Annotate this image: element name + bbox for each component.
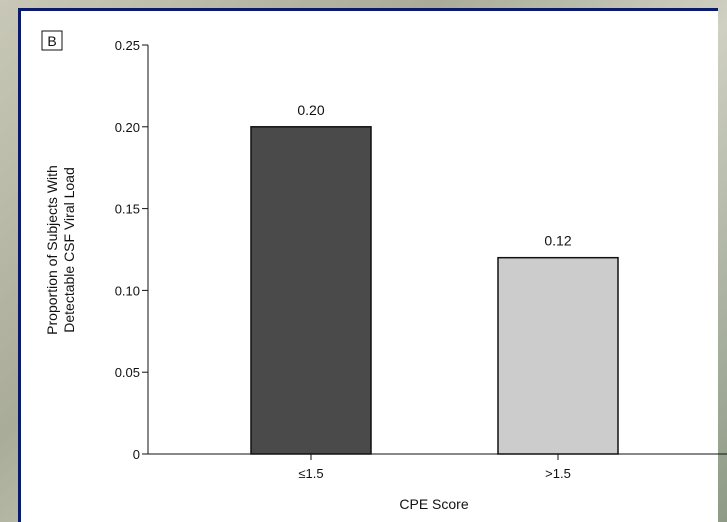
panel-letter-box [41,30,63,51]
y-tick-label: 0.20 [115,120,140,135]
y-ticks: 0 0.05 0.10 0.15 0.20 0.25 [115,38,148,462]
x-tick-label: ≤1.5 [298,466,323,481]
y-tick-label: 0.10 [115,283,140,298]
bar-data-label: 0.20 [297,102,324,118]
y-tick-label: 0.25 [115,38,140,53]
bar [497,256,619,455]
y-tick-label: 0.05 [115,365,140,380]
x-tick-label: >1.5 [545,466,571,481]
y-tick-label: 0.15 [115,202,140,217]
bar [250,126,372,455]
y-axis-title-line-1: Proportion of Subjects With [44,165,60,335]
y-tick-label: 0 [133,447,140,462]
panel-letter: B [47,33,56,49]
bars: 0.20 ≤1.5 0.12 >1.5 [250,102,619,481]
bar-data-label: 0.12 [544,233,571,249]
y-axis-title-line-2: Detectable CSF Viral Load [61,167,77,333]
x-axis-title: CPE Score [399,496,468,512]
